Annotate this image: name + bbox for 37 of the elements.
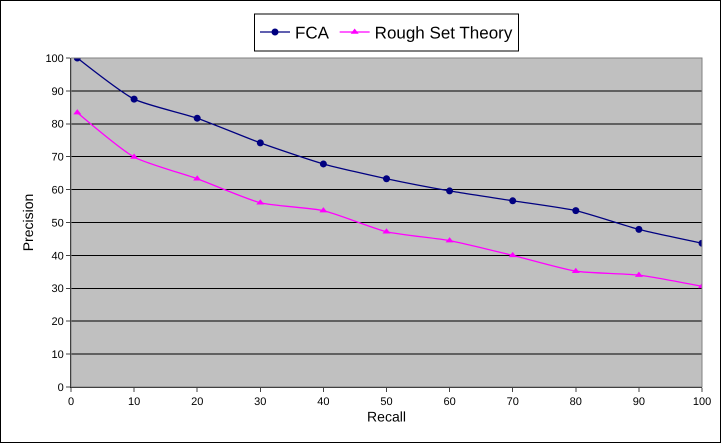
y-tick-label: 50 — [52, 217, 64, 230]
y-tick-label: 70 — [52, 152, 64, 164]
point — [509, 197, 516, 204]
legend-label: Rough Set Theory — [374, 24, 513, 43]
y-tick-label: 10 — [52, 348, 64, 361]
y-tick-label: 90 — [52, 86, 64, 98]
point — [256, 199, 264, 205]
y-tick-label: 30 — [52, 283, 64, 296]
x-tick-label: 30 — [254, 396, 266, 408]
x-axis-title: Recall — [367, 408, 406, 424]
x-tick-label: 10 — [128, 396, 140, 408]
point — [256, 139, 264, 146]
y-tick-label: 100 — [45, 52, 64, 65]
y-tick-label: 40 — [52, 250, 64, 262]
x-tick-label: 0 — [68, 396, 74, 408]
point — [508, 252, 517, 258]
point — [320, 160, 327, 168]
point — [383, 175, 390, 182]
point — [446, 187, 454, 194]
x-tick-label: 20 — [191, 396, 204, 408]
point — [635, 226, 642, 233]
x-tick-label: 80 — [570, 396, 582, 408]
x-tick-label: 40 — [317, 396, 330, 408]
legend-label: FCA — [295, 24, 330, 43]
x-tick-label: 60 — [443, 396, 456, 408]
x-tick-label: 100 — [692, 396, 712, 408]
y-tick-label: 20 — [52, 316, 64, 328]
y-tick-label: 80 — [52, 118, 64, 131]
y-tick-label: 60 — [52, 184, 64, 196]
point — [572, 207, 580, 214]
x-tick-label: 90 — [632, 396, 646, 408]
y-axis-title: Precision — [20, 194, 36, 252]
y-tick-label: 0 — [58, 382, 64, 394]
point — [194, 114, 201, 122]
x-tick-label: 50 — [380, 396, 393, 408]
x-tick-label: 70 — [506, 396, 519, 408]
point — [130, 96, 138, 103]
